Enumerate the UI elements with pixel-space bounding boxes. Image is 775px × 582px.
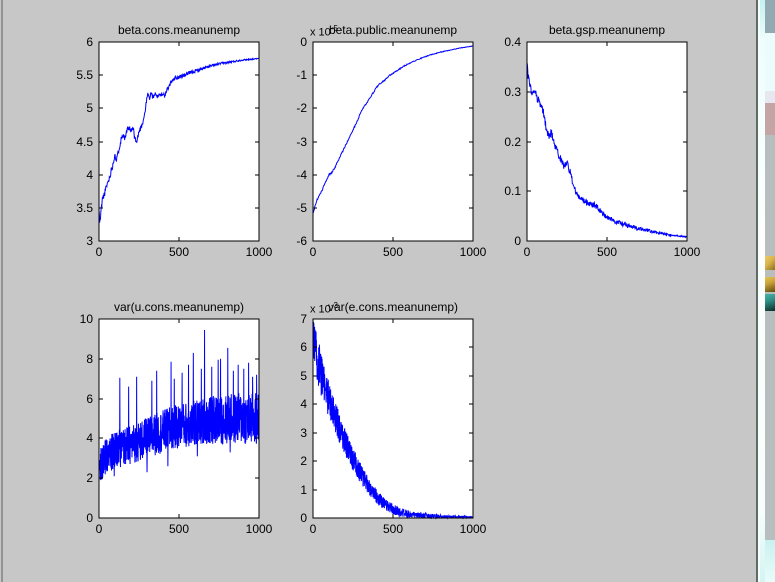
desktop-icon-fragment-2[interactable]: [765, 277, 775, 292]
x-tick-label: 0: [95, 245, 103, 259]
trace-line: [312, 321, 474, 520]
y-tick-label: -5: [296, 200, 307, 215]
exponent-power: -3: [330, 301, 338, 310]
x-tick-label: 500: [382, 245, 404, 259]
y-tick-label: 6: [300, 340, 307, 355]
y-tick-label: 5: [86, 101, 93, 116]
desktop-strip: [765, 0, 775, 582]
plot-area: [312, 41, 474, 242]
y-tick-label: -3: [296, 134, 307, 149]
x-tick-label: 1000: [459, 245, 487, 259]
y-tick-label: 0: [86, 511, 93, 525]
x-tick-label: 0: [309, 245, 317, 259]
y-tick-label: 2: [300, 454, 307, 469]
y-tick-label: 4: [86, 167, 93, 182]
plot-area: [526, 41, 688, 242]
y-tick-label: 3.5: [76, 200, 93, 215]
x-tick-label: 1000: [245, 245, 273, 259]
desktop-icon-fragment-1[interactable]: [765, 256, 775, 270]
y-tick-label: 0.4: [504, 35, 521, 49]
x-tick-label: 500: [168, 522, 190, 536]
desktop-fragment-pink: [765, 103, 775, 135]
plot-area: [312, 318, 474, 520]
desktop-fragment-top: [765, 0, 775, 33]
plot-title: var(e.cons.meanunemp): [327, 300, 459, 314]
y-tick-label: 1: [300, 482, 307, 497]
trace-line: [98, 57, 260, 223]
y-tick-label: 2: [86, 471, 93, 486]
plot-area: [98, 41, 260, 242]
desktop-fragment-bottom: [765, 540, 775, 582]
exponent-power: -5: [330, 24, 338, 33]
trace-line: [98, 329, 260, 481]
subplot-var-u-cons-meanunemp: var(u.cons.meanunemp) 10 8 6 4 2 0 0 500 1000: [80, 300, 273, 536]
y-tick-label: 0: [300, 35, 307, 49]
y-tick-label: 4: [86, 431, 93, 446]
y-tick-label: -4: [296, 167, 307, 182]
y-axis-exponent-label: x 10-5: [310, 24, 338, 39]
y-tick-label: 0.1: [504, 184, 521, 199]
y-tick-label: 4: [300, 397, 307, 412]
trace-line: [312, 45, 474, 214]
plot-area: [98, 318, 260, 519]
y-tick-label: 5: [300, 368, 307, 383]
y-tick-label: -1: [296, 68, 307, 83]
y-tick-label: 5.5: [76, 68, 93, 83]
window-edge-gradient: [760, 0, 765, 582]
plot-title: beta.public.meanunemp: [328, 23, 458, 37]
trace-line: [526, 62, 688, 239]
y-tick-label: 6: [86, 35, 93, 49]
y-tick-label: 0: [300, 511, 307, 525]
x-tick-label: 500: [596, 245, 618, 259]
y-tick-label: 4.5: [76, 134, 93, 149]
x-tick-label: 0: [309, 522, 317, 536]
x-tick-label: 500: [382, 522, 404, 536]
x-tick-label: 1000: [245, 522, 273, 536]
desktop-fragment-lavender: [765, 91, 775, 103]
y-tick-label: 10: [79, 312, 93, 326]
y-tick-label: 0.2: [504, 134, 521, 149]
window-border-left: [1, 0, 3, 582]
exponent-prefix: x 10: [310, 26, 331, 39]
y-tick-label: -2: [296, 101, 307, 116]
plot-title: var(u.cons.meanunemp): [113, 300, 245, 314]
subplot-beta-public-meanunemp: beta.public.meanunemp x 10-5 0 -1 -2 -3 -4 -5…: [296, 23, 486, 259]
y-axis-exponent-label: x 10-3: [310, 301, 338, 316]
y-tick-label: 6: [86, 391, 93, 406]
window-edge-highlight: [758, 0, 760, 582]
subplot-var-e-cons-meanunemp: var(e.cons.meanunemp) x 10-3 7 6 5 4 3 2 1 0 0 50…: [300, 300, 486, 536]
x-tick-label: 0: [523, 245, 531, 259]
subplot-beta-gsp-meanunemp: beta.gsp.meanunemp 0.4 0.3 0.2 0.1 0 0 500 1000: [504, 23, 700, 259]
y-tick-label: 0: [514, 234, 521, 248]
window-border-right: [756, 0, 758, 582]
y-tick-label: 7: [300, 312, 307, 326]
x-tick-label: 500: [168, 245, 190, 259]
x-tick-label: 1000: [673, 245, 701, 259]
x-tick-label: 1000: [459, 522, 487, 536]
y-tick-label: -6: [296, 234, 307, 248]
y-tick-label: 8: [86, 351, 93, 366]
plot-title: beta.cons.meanunemp: [117, 23, 241, 37]
desktop-fragment-sky: [765, 33, 775, 91]
x-tick-label: 0: [95, 522, 103, 536]
subplot-beta-cons-meanunemp: beta.cons.meanunemp 6 5.5 5 4.5 4 3.5 3 0 500 100…: [76, 23, 272, 259]
y-tick-label: 3: [300, 425, 307, 440]
plot-title: beta.gsp.meanunemp: [548, 23, 666, 37]
desktop-icon-fragment-3[interactable]: [765, 294, 775, 311]
y-tick-label: 0.3: [504, 84, 521, 99]
exponent-prefix: x 10: [310, 303, 331, 316]
y-tick-label: 3: [86, 234, 93, 248]
